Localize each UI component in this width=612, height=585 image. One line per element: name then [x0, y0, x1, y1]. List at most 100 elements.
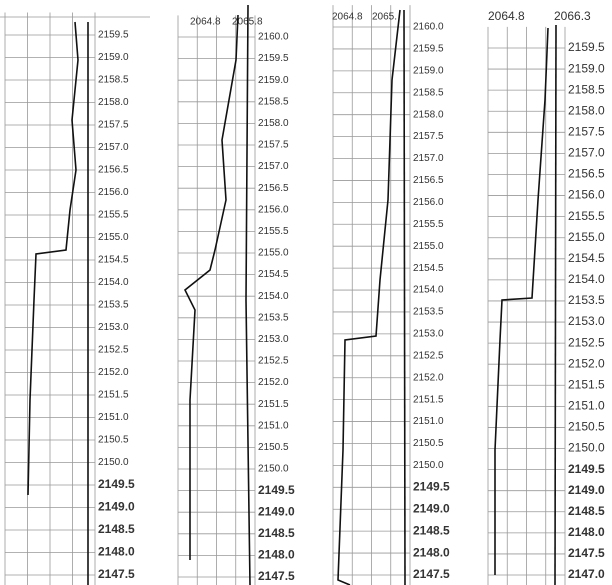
- depth-label: 2160.0: [413, 22, 444, 33]
- depth-label: 2153.0: [568, 314, 605, 328]
- depth-label: 2158.0: [98, 97, 129, 108]
- depth-label: 2149.5: [568, 462, 605, 476]
- depth-label: 2157.0: [258, 161, 289, 172]
- depth-label: 2149.5: [98, 477, 135, 491]
- header-label: 2064.8: [488, 9, 525, 23]
- depth-label: 2157.0: [413, 153, 444, 164]
- depth-label: 2148.5: [413, 523, 450, 537]
- depth-label: 2156.5: [258, 183, 289, 194]
- depth-label: 2157.5: [413, 131, 444, 142]
- log-trace: [183, 14, 239, 560]
- depth-label: 2149.5: [258, 483, 295, 497]
- depth-label: 2147.5: [258, 569, 295, 583]
- depth-label: 2150.5: [98, 435, 129, 446]
- log-trace: [403, 9, 406, 585]
- depth-label: 2148.0: [98, 545, 135, 559]
- depth-label: 2156.5: [413, 175, 444, 186]
- depth-label: 2156.5: [98, 165, 129, 176]
- depth-label: 2148.5: [258, 526, 295, 540]
- depth-label: 2154.0: [568, 272, 605, 286]
- depth-label: 2155.5: [568, 209, 605, 223]
- depth-label: 2154.5: [413, 263, 444, 274]
- depth-label: 2152.0: [413, 372, 444, 383]
- depth-label: 2155.0: [568, 230, 605, 244]
- depth-label: 2158.5: [568, 82, 605, 96]
- depth-label: 2158.5: [413, 87, 444, 98]
- depth-label: 2149.0: [258, 504, 295, 518]
- header-label: 2064.8: [332, 12, 363, 23]
- depth-label: 2156.0: [98, 187, 129, 198]
- depth-label: 2149.5: [413, 479, 450, 493]
- depth-label: 2158.0: [258, 118, 289, 129]
- depth-label: 2156.0: [568, 188, 605, 202]
- depth-label: 2152.0: [98, 367, 129, 378]
- depth-label: 2148.0: [413, 545, 450, 559]
- depth-label: 2159.5: [98, 30, 129, 41]
- depth-label: 2155.5: [258, 226, 289, 237]
- depth-label: 2148.0: [568, 525, 605, 539]
- depth-label: 2154.5: [568, 251, 605, 265]
- log-trace: [337, 9, 401, 585]
- log-trace: [27, 21, 79, 496]
- depth-label: 2152.5: [568, 335, 605, 349]
- depth-label: 2160.0: [258, 32, 289, 43]
- depth-label: 2151.5: [258, 399, 289, 410]
- depth-label: 2157.0: [568, 146, 605, 160]
- depth-label: 2153.0: [258, 334, 289, 345]
- depth-label: 2157.5: [568, 124, 605, 138]
- depth-label: 2158.0: [413, 109, 444, 120]
- depth-label: 2158.5: [98, 75, 129, 86]
- depth-label: 2150.0: [258, 464, 289, 475]
- depth-label: 2159.5: [258, 53, 289, 64]
- depth-label: 2149.0: [413, 501, 450, 515]
- depth-label: 2153.5: [258, 312, 289, 323]
- depth-label: 2148.0: [258, 548, 295, 562]
- depth-label: 2150.5: [413, 438, 444, 449]
- depth-label: 2147.5: [98, 567, 135, 581]
- depth-label: 2155.5: [98, 210, 129, 221]
- depth-label: 2151.5: [413, 394, 444, 405]
- depth-label: 2150.0: [98, 457, 129, 468]
- depth-label: 2152.5: [98, 345, 129, 356]
- depth-label: 2150.5: [258, 442, 289, 453]
- depth-label: 2147.5: [413, 567, 450, 581]
- depth-label: 2154.0: [98, 277, 129, 288]
- depth-label: 2152.5: [413, 350, 444, 361]
- depth-label: 2151.5: [98, 390, 129, 401]
- log-trace: [554, 24, 557, 585]
- depth-label: 2152.0: [258, 377, 289, 388]
- header-label: 2065.: [372, 12, 397, 23]
- depth-label: 2149.0: [568, 483, 605, 497]
- depth-label: 2147.0: [568, 567, 605, 581]
- depth-label: 2159.0: [568, 61, 605, 75]
- depth-label: 2155.0: [258, 248, 289, 259]
- depth-label: 2153.0: [98, 322, 129, 333]
- depth-label: 2152.0: [568, 356, 605, 370]
- depth-label: 2159.5: [568, 40, 605, 54]
- depth-label: 2156.0: [258, 204, 289, 215]
- depth-label: 2153.0: [413, 329, 444, 340]
- depth-label: 2156.0: [413, 197, 444, 208]
- depth-label: 2159.5: [413, 44, 444, 55]
- depth-label: 2153.5: [413, 307, 444, 318]
- depth-label: 2158.0: [568, 103, 605, 117]
- depth-label: 2150.0: [413, 460, 444, 471]
- depth-label: 2147.5: [568, 546, 605, 560]
- depth-label: 2150.0: [568, 441, 605, 455]
- depth-label: 2155.0: [413, 241, 444, 252]
- depth-label: 2151.0: [568, 399, 605, 413]
- depth-label: 2151.0: [98, 412, 129, 423]
- depth-label: 2150.5: [568, 420, 605, 434]
- depth-label: 2154.0: [413, 285, 444, 296]
- depth-label: 2159.0: [413, 65, 444, 76]
- header-label: 2064.8: [190, 17, 221, 28]
- depth-label: 2154.5: [98, 255, 129, 266]
- depth-label: 2153.5: [98, 300, 129, 311]
- depth-label: 2152.5: [258, 356, 289, 367]
- depth-label: 2155.5: [413, 219, 444, 230]
- depth-label: 2151.0: [413, 416, 444, 427]
- depth-label: 2158.5: [258, 96, 289, 107]
- depth-label: 2153.5: [568, 293, 605, 307]
- depth-label: 2149.0: [98, 500, 135, 514]
